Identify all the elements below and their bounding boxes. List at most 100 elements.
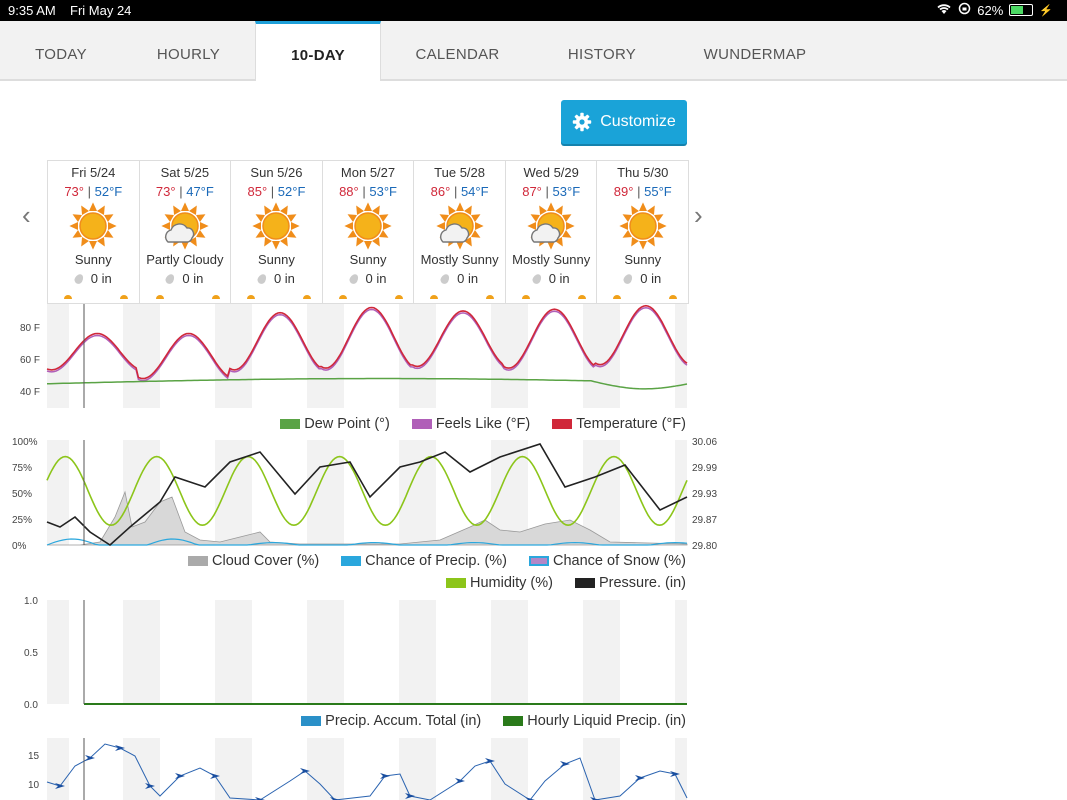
humidity-y-tick: 100% [12,437,38,448]
pressure-y-tick: 29.93 [692,489,717,500]
wind-arrow-icon [255,797,265,800]
day-temps: 89° | 55°F [613,184,672,199]
day-card[interactable]: Sun 5/26 85° | 52°F Sunny 0 in [231,161,323,303]
wind-arrow-icon [455,778,465,784]
legend-chance-precip[interactable]: Chance of Precip. (%) [341,553,507,569]
sunrise-sunset-icon [338,295,403,299]
day-temps: 86° | 54°F [430,184,489,199]
day-card[interactable]: Tue 5/28 86° | 54°F Mostly Sunny 0 in [414,161,506,303]
sunrise-sunset-icon [521,295,586,299]
tab-10-day[interactable]: 10-DAY [255,21,381,81]
day-precip: 0 in [414,271,505,286]
customize-button[interactable]: Customize [561,100,687,144]
day-precip: 0 in [597,271,688,286]
day-card[interactable]: Wed 5/29 87° | 53°F Mostly Sunny 0 in [506,161,598,303]
forecast-days: Fri 5/24 73° | 52°F Sunny 0 in Sat 5/25 … [47,160,689,304]
humidity-y-tick: 25% [12,515,32,526]
night-band [675,738,687,800]
tab-calendar[interactable]: CALENDAR [415,46,500,63]
sunrise-sunset-icon [430,295,495,299]
night-band [399,738,436,800]
sunrise-sunset-icon [247,295,312,299]
night-band [123,304,160,408]
wind-arrow-icon [210,773,220,779]
night-band [307,440,344,545]
day-name: Fri 5/24 [71,165,116,180]
temp-y-tick: 60 F [20,355,40,366]
battery-percent: 62% [977,2,1004,18]
night-band [675,600,687,704]
day-temps: 85° | 52°F [247,184,306,199]
day-condition: Sunny [74,252,112,267]
humidity-pressure-chart: 100% 75% 50% 25% 0% 30.06 29.99 29.93 29.87 29.80 [12,437,717,550]
legend-dew-point[interactable]: Dew Point (°) [280,416,390,432]
prev-arrow-icon[interactable]: ‹ [22,200,31,230]
temperature-line [46,304,688,380]
wind-arrow-icon [405,793,415,799]
day-name: Sun 5/26 [250,165,303,180]
pressure-y-tick: 29.99 [692,463,717,474]
sunrise-sunset-icon [613,295,678,299]
chance-precip-line [46,538,688,546]
humidity-legend-row1: Cloud Cover (%) Chance of Precip. (%) Ch… [188,553,686,569]
day-card[interactable]: Fri 5/24 73° | 52°F Sunny 0 in [48,161,140,303]
orientation-lock-icon [958,2,971,18]
legend-pressure[interactable]: Pressure. (in) [574,575,686,591]
day-precip: 0 in [506,271,597,286]
tab-wundermap[interactable]: WUNDERMAP [703,46,807,63]
sun-icon [252,202,301,250]
day-name: Tue 5/28 [434,165,486,180]
wind-y-tick: 15 [28,751,40,762]
night-band [399,440,436,545]
humidity-legend-row2: Humidity (%) Pressure. (in) [445,575,686,591]
tab-bar: TODAY HOURLY 10-DAY CALENDAR HISTORY WUN… [0,21,1067,81]
day-temps: 73° | 47°F [155,184,214,199]
humidity-y-tick: 75% [12,463,32,474]
day-precip: 0 in [231,271,322,286]
night-band [399,600,436,704]
wind-arrow-icon [145,783,155,789]
raindrop-icon [164,272,177,285]
tab-history[interactable]: HISTORY [567,46,637,63]
gear-icon [573,112,592,132]
sunrise-sunset-icon [155,295,220,299]
raindrop-icon [347,272,360,285]
day-card[interactable]: Sat 5/25 73° | 47°F Partly Cloudy 0 in [140,161,232,303]
pressure-y-tick: 29.87 [692,515,717,526]
tab-today[interactable]: TODAY [35,46,87,63]
tab-hourly[interactable]: HOURLY [156,46,221,63]
status-date: Fri May 24 [70,3,132,18]
legend-precip-accum[interactable]: Precip. Accum. Total (in) [301,713,481,729]
legend-humidity[interactable]: Humidity (%) [445,575,553,591]
day-condition: Mostly Sunny [512,252,591,267]
day-name: Thu 5/30 [617,165,669,180]
pressure-line [46,443,688,547]
wind-arrow-icon [380,773,390,779]
night-band [491,600,528,704]
battery-icon [1009,4,1034,16]
night-band [123,600,160,704]
legend-feels-like[interactable]: Feels Like (°F) [411,416,530,432]
wind-arrow-icon [330,797,340,800]
feels-like-line [46,306,688,382]
night-band [215,738,252,800]
wind-arrow-icon [560,761,570,767]
wind-arrow-icon [85,755,95,761]
next-arrow-icon[interactable]: › [694,200,703,230]
sunrise-sunset-icon [64,295,128,299]
legend-chance-snow[interactable]: Chance of Snow (%) [529,553,686,569]
day-card[interactable]: Thu 5/30 89° | 55°F Sunny 0 in [597,161,688,303]
day-card[interactable]: Mon 5/27 88° | 53°F Sunny 0 in [323,161,415,303]
partly-cloudy-icon [161,202,209,250]
day-precip: 0 in [323,271,414,286]
night-band [215,600,252,704]
legend-cloud-cover[interactable]: Cloud Cover (%) [188,553,319,569]
legend-hourly-liquid[interactable]: Hourly Liquid Precip. (in) [503,713,686,729]
day-name: Mon 5/27 [340,165,396,180]
raindrop-icon [439,272,452,285]
day-condition: Sunny [258,252,295,267]
night-band [47,738,69,800]
pressure-y-tick: 30.06 [692,437,717,448]
legend-temperature[interactable]: Temperature (°F) [552,416,686,432]
